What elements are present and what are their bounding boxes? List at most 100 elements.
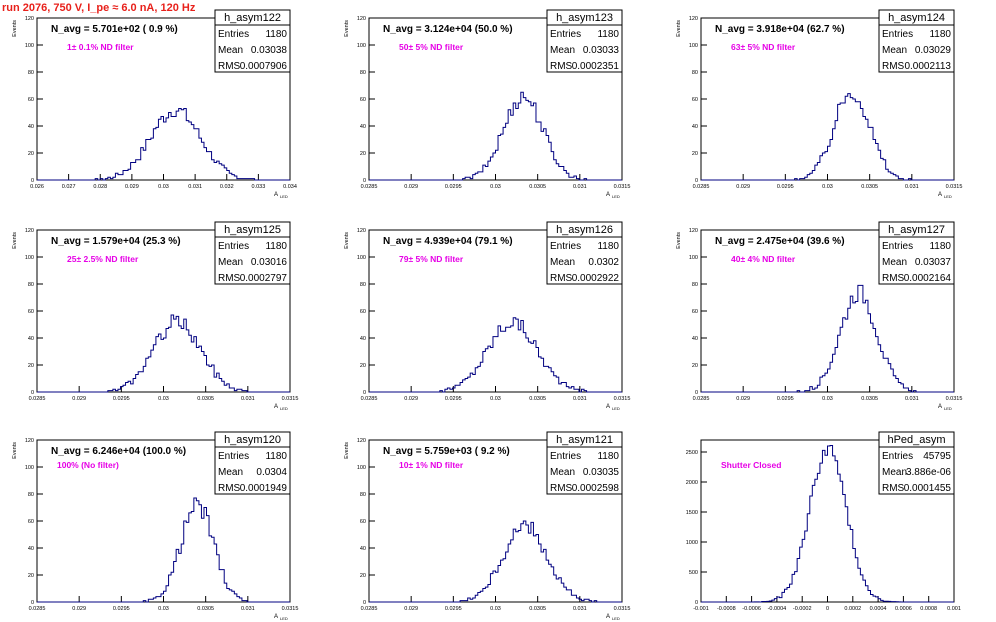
filter-annotation: 50± 5% ND filter: [399, 42, 464, 52]
stats-box: [214, 431, 291, 495]
x-tick-label: 0.0305: [861, 396, 878, 402]
stats-box: [546, 431, 623, 495]
stats-value: 1180: [597, 451, 619, 462]
y-tick-label: 80: [28, 492, 34, 498]
x-tick-label: -0.0004: [768, 606, 787, 612]
stats-label: Mean: [218, 467, 243, 478]
x-tick-label: 0.0004: [870, 606, 887, 612]
y-tick-label: 80: [360, 492, 366, 498]
y-tick-label: 100: [357, 465, 366, 471]
y-tick-label: 40: [28, 336, 34, 342]
stats-value: 0.0002598: [572, 483, 620, 494]
y-tick-label: 60: [28, 519, 34, 525]
x-tick-label: 0.0305: [529, 184, 546, 190]
stats-value: 0.0302: [588, 257, 619, 268]
x-tick-label: 0.0315: [946, 396, 963, 402]
stats-value: 0.0002113: [904, 61, 951, 72]
y-tick-label: 40: [28, 124, 34, 130]
x-tick-label: 0.03: [158, 396, 169, 402]
histogram-name: h_asym122: [224, 12, 281, 24]
stats-label: Entries: [550, 451, 581, 462]
histogram-series: [369, 520, 622, 603]
x-tick-label: -0.0008: [717, 606, 736, 612]
x-axis-label: A LED: [938, 192, 952, 199]
y-tick-label: 120: [689, 16, 698, 22]
x-tick-label: 0.031: [573, 184, 587, 190]
x-tick-label: 0.031: [905, 184, 919, 190]
y-tick-label: 60: [28, 97, 34, 103]
x-tick-label: 0.0285: [361, 606, 378, 612]
x-tick-label: 0.027: [62, 184, 76, 190]
x-tick-label: 0.03: [158, 606, 169, 612]
stats-value: 3.886e-06: [906, 467, 951, 478]
histogram-name: h_asym121: [556, 434, 613, 446]
stats-value: 0.03037: [915, 257, 952, 268]
x-tick-label: -0.001: [693, 606, 709, 612]
histogram-series: [701, 444, 954, 603]
y-axis-label: Events: [12, 232, 18, 249]
n-avg-label: N_avg = 5.759e+03 ( 9.2 %): [383, 446, 510, 457]
histogram-name: h_asym120: [224, 434, 281, 446]
x-tick-label: -0.0006: [742, 606, 761, 612]
x-tick-label: 0.031: [905, 396, 919, 402]
y-tick-label: 120: [689, 228, 698, 234]
y-tick-label: 60: [692, 97, 698, 103]
y-tick-label: 0: [695, 390, 698, 396]
x-tick-label: 0.0002: [844, 606, 861, 612]
stats-box: [546, 221, 623, 285]
y-tick-label: 60: [360, 309, 366, 315]
y-tick-label: 60: [692, 309, 698, 315]
x-tick-label: 0.029: [125, 184, 139, 190]
x-axis-label: A LED: [938, 404, 952, 411]
x-tick-label: 0.029: [404, 184, 418, 190]
x-tick-label: 0.0285: [693, 396, 710, 402]
stats-value: 1180: [265, 241, 287, 252]
stats-label: Mean: [550, 45, 575, 56]
x-tick-label: 0.0285: [361, 184, 378, 190]
histogram-panel-hPed_asym: 0 500 1000 1500 2000 2500 -0.001 -0.0008 -0.0006…: [686, 431, 961, 612]
run-title: run 2076, 750 V, I_pe ≈ 6.0 nA, 120 Hz: [2, 2, 196, 14]
x-axis-label: A LED: [606, 192, 620, 199]
histogram-series: [701, 93, 954, 181]
x-tick-label: 0.0295: [445, 606, 462, 612]
stats-value: 0.03029: [915, 45, 952, 56]
n-avg-label: N_avg = 2.475e+04 (39.6 %): [715, 236, 845, 247]
y-tick-label: 80: [28, 282, 34, 288]
histogram-name: h_asym127: [888, 224, 945, 236]
stats-label: RMS: [218, 61, 241, 72]
filter-annotation: 40± 4% ND filter: [731, 254, 796, 264]
y-tick-label: 80: [28, 70, 34, 76]
y-tick-label: 20: [692, 363, 698, 369]
x-axis-label: A LED: [606, 404, 620, 411]
y-tick-label: 100: [357, 255, 366, 261]
x-axis-label: A LED: [274, 614, 288, 621]
y-axis-label: Events: [12, 442, 18, 459]
y-tick-label: 2500: [686, 450, 698, 456]
x-tick-label: 0.001: [947, 606, 961, 612]
stats-value: 0.0001949: [240, 483, 288, 494]
stats-label: Entries: [882, 241, 913, 252]
y-tick-label: 20: [360, 363, 366, 369]
y-tick-label: 0: [363, 600, 366, 606]
y-tick-label: 100: [25, 465, 34, 471]
histogram-name: h_asym123: [556, 12, 613, 24]
y-tick-label: 80: [360, 70, 366, 76]
n-avg-label: N_avg = 3.918e+04 (62.7 %): [715, 24, 845, 35]
x-axis-label: A LED: [274, 192, 288, 199]
y-axis-label: Events: [12, 20, 18, 37]
histogram-series: [369, 91, 622, 181]
y-tick-label: 120: [357, 16, 366, 22]
x-axis-label: A LED: [274, 404, 288, 411]
filter-annotation: Shutter Closed: [721, 460, 781, 470]
x-tick-label: 0.03: [822, 396, 833, 402]
stats-box: [214, 9, 291, 73]
y-tick-label: 40: [692, 336, 698, 342]
stats-label: RMS: [218, 483, 241, 494]
histogram-panel-h_asym123: 0 20 40 60 80 100 120 0.0285 0.029 0.0295 0.03 0.03…: [344, 9, 630, 199]
n-avg-label: N_avg = 6.246e+04 (100.0 %): [51, 446, 186, 457]
y-tick-label: 120: [357, 228, 366, 234]
stats-box: [878, 9, 955, 73]
x-tick-label: 0.03: [158, 184, 169, 190]
x-tick-label: 0.0295: [445, 396, 462, 402]
